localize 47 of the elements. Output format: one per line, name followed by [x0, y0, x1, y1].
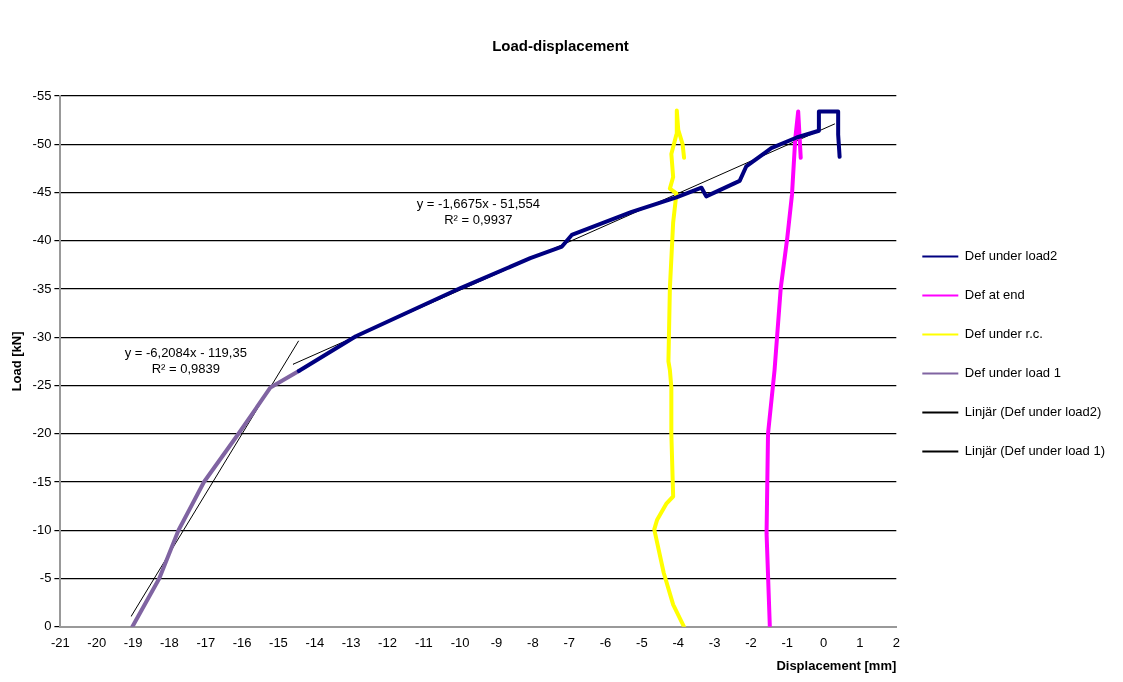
y-tick-label: 0 — [44, 618, 52, 634]
legend-label: Def under r.c. — [964, 326, 1043, 342]
y-axis-title: Load [kN] — [9, 331, 25, 392]
x-tick-label: -19 — [123, 635, 143, 651]
x-tick-label: 2 — [892, 635, 900, 651]
x-tick-label: -2 — [745, 635, 757, 651]
x-tick-label: -10 — [450, 635, 470, 651]
x-tick-label: -8 — [527, 635, 539, 651]
x-tick-label: 1 — [856, 635, 864, 651]
x-tick-label: -16 — [232, 635, 252, 651]
y-tick-label: -5 — [39, 570, 52, 586]
x-tick-label: -4 — [672, 635, 685, 651]
x-tick-label: -9 — [490, 635, 503, 651]
legend-label: Linjär (Def under load 1) — [964, 443, 1106, 459]
x-tick-label: -3 — [708, 635, 721, 651]
x-tick-label: -20 — [87, 635, 107, 651]
x-tick-label: -18 — [160, 635, 179, 651]
legend-label: Def under load2 — [964, 248, 1058, 264]
x-tick-label: -17 — [196, 635, 216, 651]
y-tick-label: -15 — [32, 473, 52, 489]
x-tick-label: -14 — [305, 635, 325, 651]
x-tick-label: -5 — [636, 635, 648, 651]
x-tick-label: -1 — [781, 635, 794, 651]
y-tick-label: -35 — [32, 280, 52, 296]
annotation: y = -6,2084x - 119,35 R² = 0,9839 — [124, 344, 247, 376]
x-axis-title: Displacement [mm] — [776, 657, 897, 673]
legend-label: Def under load 1 — [964, 365, 1061, 381]
x-tick-label: -21 — [50, 635, 70, 651]
y-tick-label: -50 — [32, 135, 52, 151]
y-tick-label: -40 — [32, 232, 52, 248]
annotation: y = -1,6675x - 51,554 R² = 0,9937 — [416, 196, 540, 228]
x-tick-label: -11 — [414, 635, 433, 651]
x-tick-label: -13 — [341, 635, 361, 651]
y-tick-label: -10 — [32, 521, 52, 537]
x-tick-label: -6 — [599, 635, 612, 651]
legend-label: Def at end — [964, 287, 1025, 303]
y-tick-label: -55 — [32, 87, 52, 103]
y-tick-label: -20 — [32, 425, 52, 441]
x-tick-label: 0 — [820, 635, 828, 651]
y-tick-label: -30 — [32, 328, 52, 344]
y-tick-label: -45 — [32, 184, 52, 200]
x-tick-label: -15 — [269, 635, 288, 651]
x-tick-label: -12 — [378, 635, 397, 651]
legend-label: Linjär (Def under load2) — [964, 404, 1102, 420]
x-tick-label: -7 — [563, 635, 575, 651]
chart-title: Load-displacement — [492, 37, 629, 55]
y-tick-label: -25 — [32, 377, 52, 393]
